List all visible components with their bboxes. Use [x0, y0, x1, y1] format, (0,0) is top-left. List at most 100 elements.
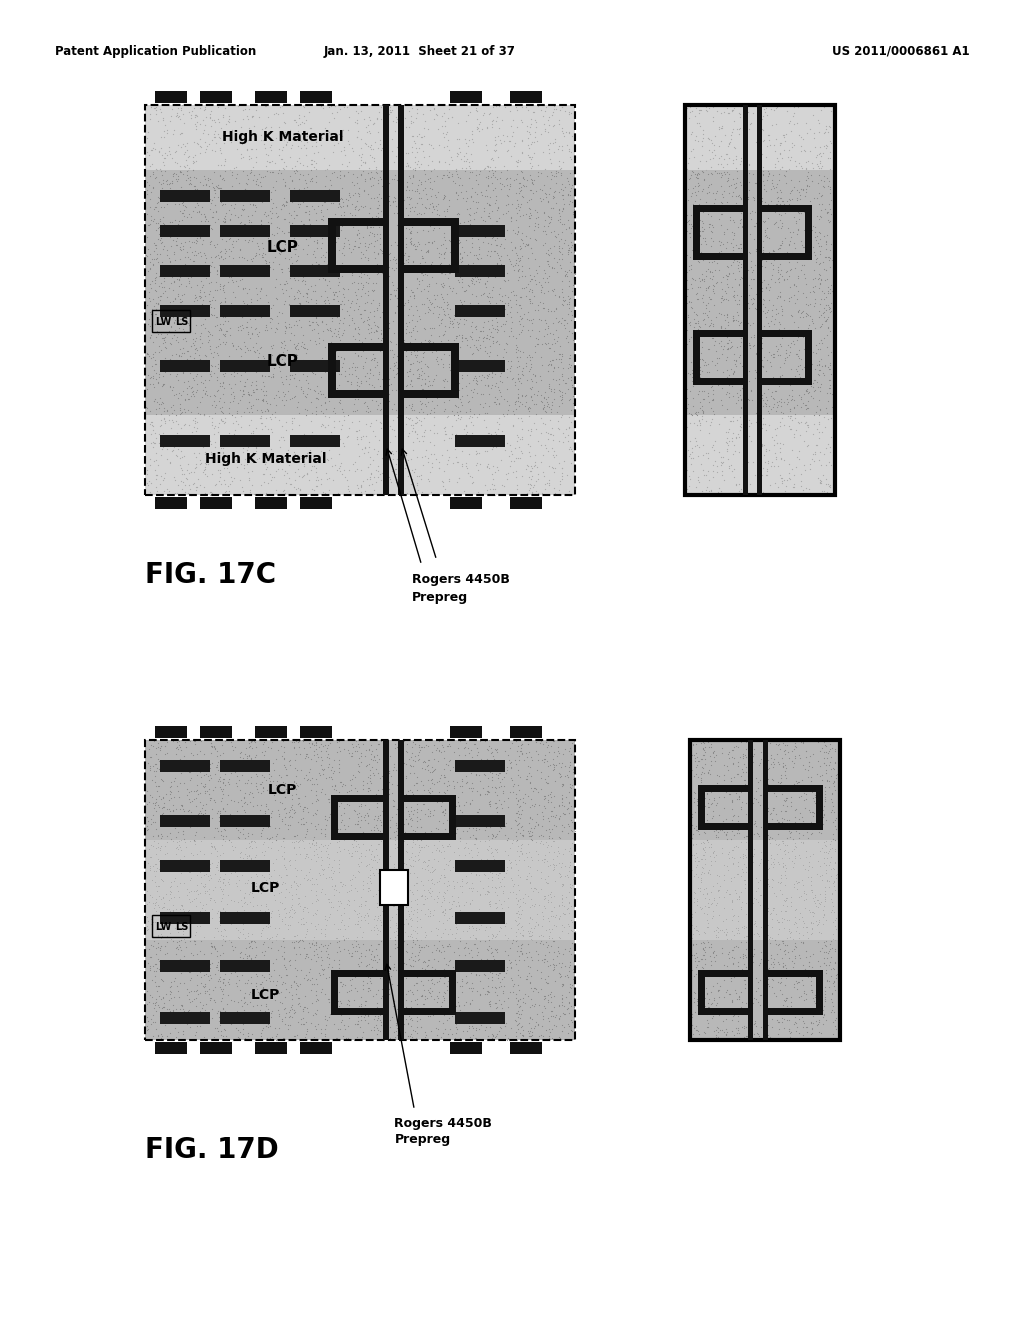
Point	[182, 363, 199, 384]
Point	[813, 865, 829, 886]
Point	[355, 300, 372, 321]
Point	[444, 170, 461, 191]
Point	[287, 288, 303, 309]
Point	[754, 327, 770, 348]
Point	[436, 741, 453, 762]
Point	[380, 341, 396, 362]
Point	[494, 854, 510, 875]
Point	[419, 276, 435, 297]
Point	[310, 269, 327, 290]
Point	[251, 908, 267, 929]
Point	[738, 445, 755, 466]
Point	[162, 453, 178, 474]
Point	[383, 866, 399, 887]
Point	[732, 234, 749, 255]
Point	[449, 189, 465, 210]
Point	[784, 379, 801, 400]
Point	[159, 121, 175, 143]
Point	[510, 387, 526, 408]
Point	[281, 374, 297, 395]
Point	[824, 317, 841, 338]
Point	[275, 293, 292, 314]
Point	[782, 375, 799, 396]
Point	[236, 785, 252, 807]
Point	[222, 890, 239, 911]
Point	[294, 730, 310, 751]
Point	[733, 397, 750, 418]
Point	[548, 954, 564, 975]
Point	[406, 962, 422, 983]
Point	[556, 214, 572, 235]
Point	[196, 865, 212, 886]
Point	[381, 784, 397, 805]
Bar	[693, 253, 743, 260]
Point	[392, 870, 409, 891]
Point	[484, 807, 501, 828]
Point	[228, 164, 245, 185]
Point	[483, 201, 500, 222]
Point	[244, 854, 260, 875]
Point	[487, 161, 504, 182]
Point	[344, 194, 360, 215]
Point	[787, 832, 804, 853]
Point	[299, 434, 315, 455]
Point	[346, 451, 362, 473]
Point	[756, 965, 772, 986]
Point	[243, 847, 259, 869]
Point	[521, 290, 538, 312]
Point	[142, 909, 159, 931]
Point	[714, 378, 730, 399]
Point	[394, 908, 411, 929]
Point	[447, 335, 464, 356]
Point	[243, 830, 259, 851]
Point	[790, 355, 806, 376]
Point	[281, 1002, 297, 1023]
Text: LS: LS	[175, 317, 188, 327]
Point	[171, 239, 187, 260]
Point	[157, 411, 173, 432]
Point	[426, 218, 442, 239]
Point	[176, 929, 193, 950]
Point	[241, 384, 257, 405]
Point	[366, 139, 382, 160]
Point	[537, 209, 553, 230]
Point	[180, 912, 197, 933]
Point	[185, 912, 202, 933]
Point	[326, 961, 342, 982]
Point	[298, 110, 314, 131]
Point	[276, 957, 293, 978]
Point	[358, 413, 375, 434]
Point	[694, 395, 711, 416]
Point	[167, 288, 183, 309]
Point	[325, 433, 341, 454]
Point	[162, 977, 178, 998]
Point	[470, 173, 486, 194]
Point	[488, 252, 505, 273]
Point	[795, 178, 811, 199]
Point	[151, 750, 167, 771]
Point	[281, 202, 297, 223]
Point	[416, 950, 432, 972]
Bar	[290, 305, 340, 317]
Point	[252, 774, 268, 795]
Point	[715, 446, 731, 467]
Point	[226, 754, 243, 775]
Point	[154, 925, 170, 946]
Point	[545, 854, 561, 875]
Point	[361, 771, 378, 792]
Point	[498, 1015, 514, 1036]
Point	[479, 327, 496, 348]
Point	[307, 246, 324, 267]
Point	[444, 990, 461, 1011]
Point	[344, 746, 360, 767]
Point	[361, 169, 378, 190]
Point	[697, 100, 714, 121]
Point	[791, 744, 807, 766]
Point	[553, 915, 569, 936]
Point	[687, 1015, 703, 1036]
Point	[217, 98, 233, 119]
Point	[147, 937, 164, 958]
Point	[540, 315, 556, 337]
Point	[502, 455, 518, 477]
Point	[768, 193, 784, 214]
